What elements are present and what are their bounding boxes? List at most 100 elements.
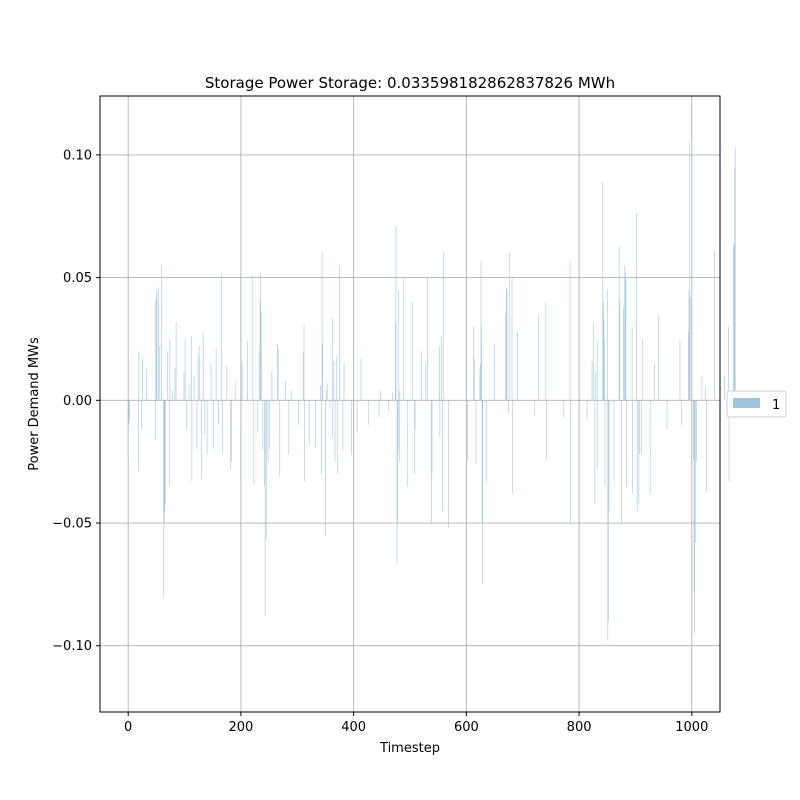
x-tick-label: 400 bbox=[341, 720, 366, 735]
bar bbox=[414, 400, 416, 430]
bar bbox=[734, 147, 736, 401]
bar bbox=[688, 331, 689, 401]
bar bbox=[693, 400, 694, 460]
bar bbox=[442, 253, 444, 401]
bar bbox=[174, 368, 176, 401]
bar bbox=[604, 400, 606, 487]
bar bbox=[569, 260, 571, 401]
bar bbox=[321, 250, 323, 401]
bar bbox=[315, 400, 316, 447]
bar bbox=[326, 383, 328, 401]
bar bbox=[343, 363, 345, 401]
bar bbox=[184, 338, 186, 401]
bar bbox=[636, 213, 637, 401]
bar bbox=[380, 390, 381, 401]
bar bbox=[191, 336, 192, 401]
bar bbox=[641, 400, 642, 455]
bar bbox=[546, 400, 547, 460]
bar bbox=[356, 400, 358, 433]
x-axis-label: Timestep bbox=[379, 741, 440, 756]
bar bbox=[215, 348, 217, 401]
bar bbox=[260, 272, 261, 401]
bar bbox=[512, 400, 513, 494]
bar bbox=[689, 297, 691, 401]
bar bbox=[193, 375, 195, 401]
bar bbox=[360, 358, 362, 401]
bar bbox=[666, 400, 668, 430]
bar bbox=[604, 341, 605, 401]
bar bbox=[623, 307, 624, 401]
bar bbox=[267, 400, 269, 462]
bar bbox=[420, 351, 422, 401]
bar bbox=[202, 331, 204, 401]
bar bbox=[733, 243, 735, 401]
bar bbox=[397, 400, 398, 524]
bar bbox=[277, 348, 279, 401]
bar bbox=[398, 400, 400, 462]
bar bbox=[594, 400, 596, 504]
bar bbox=[638, 400, 640, 504]
bar bbox=[631, 326, 633, 401]
bar bbox=[481, 400, 483, 524]
bar bbox=[206, 400, 208, 455]
bar bbox=[431, 400, 432, 524]
bar bbox=[222, 400, 223, 455]
bar bbox=[251, 275, 253, 401]
bar bbox=[403, 277, 405, 401]
bar bbox=[264, 400, 266, 617]
bar bbox=[563, 400, 565, 418]
bar bbox=[156, 297, 158, 401]
bar bbox=[197, 356, 199, 401]
bar bbox=[285, 380, 286, 401]
bar bbox=[728, 326, 729, 401]
bar bbox=[161, 265, 162, 401]
bar bbox=[127, 400, 129, 457]
bar bbox=[482, 400, 484, 585]
bar bbox=[624, 265, 626, 401]
y-tick-label: −0.05 bbox=[52, 517, 92, 532]
bar bbox=[681, 400, 682, 425]
bar bbox=[395, 321, 396, 401]
bar bbox=[706, 400, 707, 492]
bar bbox=[129, 400, 130, 420]
bar bbox=[146, 368, 148, 401]
bar bbox=[183, 373, 185, 401]
bar bbox=[625, 277, 627, 401]
bar bbox=[269, 400, 270, 450]
bar bbox=[639, 400, 640, 455]
bar bbox=[608, 400, 610, 511]
bar bbox=[396, 400, 398, 565]
bar bbox=[308, 400, 310, 445]
legend-label: 1 bbox=[772, 398, 780, 413]
bar bbox=[625, 272, 626, 401]
bar bbox=[259, 351, 260, 401]
bar bbox=[262, 400, 264, 450]
bar bbox=[175, 321, 177, 401]
bar bbox=[632, 400, 633, 494]
bar bbox=[473, 358, 475, 401]
bar bbox=[694, 400, 695, 634]
x-tick-label: 200 bbox=[228, 720, 253, 735]
bar bbox=[303, 324, 305, 401]
bar bbox=[538, 314, 539, 401]
bar bbox=[398, 289, 400, 401]
legend-swatch bbox=[733, 398, 760, 408]
bar bbox=[442, 400, 443, 511]
x-tick-label: 600 bbox=[454, 720, 479, 735]
bar bbox=[191, 400, 193, 482]
bar bbox=[290, 390, 292, 401]
bar bbox=[506, 289, 507, 401]
bar bbox=[407, 400, 409, 487]
bar bbox=[613, 400, 615, 482]
chart-title: Storage Power Storage: 0.033598182862837… bbox=[205, 74, 615, 92]
bar bbox=[506, 287, 508, 401]
bar bbox=[714, 250, 715, 401]
bar bbox=[619, 302, 620, 401]
bar bbox=[235, 380, 237, 401]
bar bbox=[641, 338, 643, 401]
x-tick-label: 800 bbox=[567, 720, 592, 735]
bar bbox=[441, 336, 442, 401]
x-tick-label: 1000 bbox=[675, 720, 708, 735]
bar bbox=[593, 321, 595, 401]
